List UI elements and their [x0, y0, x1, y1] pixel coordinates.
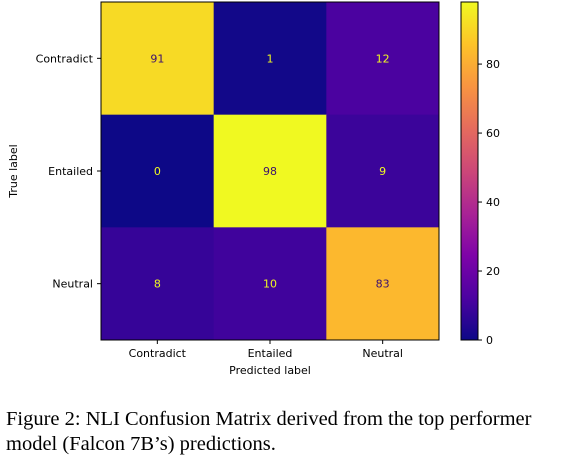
- heatmap-cell: [101, 2, 215, 116]
- cell-value-label: 9: [379, 165, 386, 178]
- x-tick-label: Entailed: [248, 347, 293, 360]
- cell-value-label: 10: [263, 278, 277, 291]
- y-tick-label: Neutral: [52, 278, 93, 291]
- colorbar-tick-label: 40: [486, 196, 500, 209]
- heatmap-cell: [213, 2, 327, 116]
- y-axis-ticks: Contradict Entailed Neutral: [36, 52, 101, 291]
- heatmap-cell: [326, 114, 440, 228]
- cell-value-label: 91: [150, 52, 164, 65]
- cell-value-label: 83: [376, 278, 390, 291]
- cell-value-label: 12: [376, 52, 390, 65]
- x-axis-ticks: Contradict Entailed Neutral: [129, 340, 403, 360]
- heatmap-cell: [326, 2, 440, 116]
- heatmap-cell: [213, 114, 327, 228]
- confusion-matrix-chart: 91 1 120 98 98 10 83 Contradict Entailed Neutral…: [7, 1, 500, 377]
- heatmap-cells: [101, 2, 440, 341]
- x-axis-title: Predicted label: [229, 364, 311, 377]
- colorbar-tick-label: 20: [486, 265, 500, 278]
- y-axis-title: True label: [7, 144, 20, 198]
- colorbar-tick-label: 60: [486, 127, 500, 140]
- cell-value-label: 8: [154, 278, 161, 291]
- colorbar-ticks: 0 20 40 60 80: [478, 58, 500, 347]
- cell-value-labels: 91 1 120 98 98 10 83: [150, 52, 389, 290]
- heatmap-cell: [213, 227, 327, 341]
- colorbar-tick-label: 0: [486, 334, 493, 347]
- colorbar: [460, 1, 479, 341]
- x-tick-label: Neutral: [362, 347, 403, 360]
- heatmap-cell: [101, 114, 215, 228]
- y-tick-label: Contradict: [36, 52, 94, 65]
- cell-value-label: 0: [154, 165, 161, 178]
- cell-value-label: 98: [263, 165, 277, 178]
- colorbar-tick-label: 80: [486, 58, 500, 71]
- heatmap-cell: [101, 227, 215, 341]
- cell-value-label: 1: [267, 52, 274, 65]
- y-tick-label: Entailed: [48, 165, 93, 178]
- x-tick-label: Contradict: [129, 347, 187, 360]
- heatmap-cell: [326, 227, 440, 341]
- figure-caption: Figure 2: NLI Confusion Matrix derived f…: [6, 408, 532, 455]
